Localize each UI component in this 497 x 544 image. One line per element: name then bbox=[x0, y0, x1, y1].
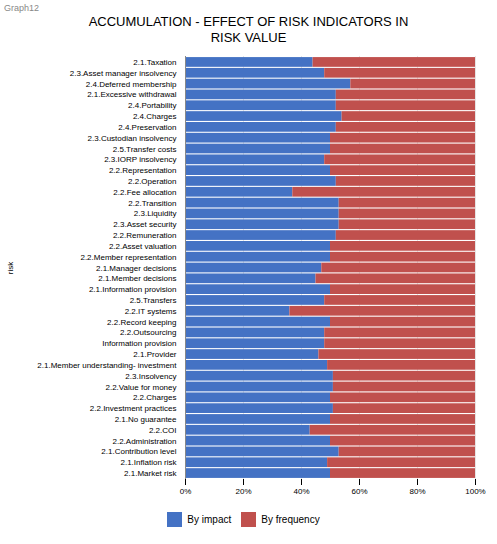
svg-text:2.2.Value for money: 2.2.Value for money bbox=[105, 383, 176, 392]
svg-text:2.2.COI: 2.2.COI bbox=[149, 426, 177, 435]
svg-text:0%: 0% bbox=[180, 487, 192, 496]
html-text:By frequency: By frequency bbox=[261, 514, 320, 525]
svg-text:2.3.Liquidity: 2.3.Liquidity bbox=[134, 209, 177, 218]
svg-text:2.1.Member understanding- inve: 2.1.Member understanding- investment bbox=[37, 361, 177, 370]
svg-text:2.1.Provider: 2.1.Provider bbox=[133, 350, 176, 359]
svg-text:100%: 100% bbox=[465, 487, 485, 496]
svg-text:2.3.Insolvency: 2.3.Insolvency bbox=[125, 372, 176, 381]
svg-text:2.2.Asset valuation: 2.2.Asset valuation bbox=[109, 242, 177, 251]
svg-text:2.1.Taxation: 2.1.Taxation bbox=[133, 58, 176, 67]
html-text:Graph12: Graph12 bbox=[4, 3, 39, 13]
svg-text:60%: 60% bbox=[351, 487, 367, 496]
svg-text:2.2.Remuneration: 2.2.Remuneration bbox=[113, 231, 177, 240]
html-text:ACCUMULATION - EFFECT OF RISK: ACCUMULATION - EFFECT OF RISK INDICATORS… bbox=[88, 14, 409, 45]
svg-text:2.2.Operation: 2.2.Operation bbox=[128, 177, 176, 186]
svg-text:Information provision: Information provision bbox=[102, 339, 176, 348]
svg-text:2.1.Market risk: 2.1.Market risk bbox=[124, 469, 177, 478]
svg-text:2.4.Charges: 2.4.Charges bbox=[133, 112, 177, 121]
svg-text:risk: risk bbox=[6, 261, 15, 274]
svg-text:2.1.Inflation risk: 2.1.Inflation risk bbox=[120, 458, 177, 467]
svg-text:20%: 20% bbox=[235, 487, 251, 496]
svg-text:2.4.Deferred membership: 2.4.Deferred membership bbox=[86, 80, 177, 89]
svg-text:2.1.No guarantee: 2.1.No guarantee bbox=[115, 415, 177, 424]
svg-text:2.2.Outsourcing: 2.2.Outsourcing bbox=[120, 328, 176, 337]
svg-text:2.2.Member representation: 2.2.Member representation bbox=[80, 253, 176, 262]
svg-text:2.3.Asset security: 2.3.Asset security bbox=[113, 220, 176, 229]
svg-text:2.2.Fee allocation: 2.2.Fee allocation bbox=[113, 188, 176, 197]
svg-text:2.2.Representation: 2.2.Representation bbox=[109, 166, 177, 175]
svg-text:2.4.Preservation: 2.4.Preservation bbox=[118, 123, 176, 132]
svg-text:2.2.Investment practices: 2.2.Investment practices bbox=[90, 404, 177, 413]
svg-text:2.2.Administration: 2.2.Administration bbox=[112, 437, 176, 446]
svg-text:2.2.Record keeping: 2.2.Record keeping bbox=[107, 318, 176, 327]
svg-text:2.1.Contribution level: 2.1.Contribution level bbox=[101, 447, 176, 456]
svg-text:2.2.Charges: 2.2.Charges bbox=[133, 393, 177, 402]
svg-text:2.3.Custodian insolvency: 2.3.Custodian insolvency bbox=[88, 134, 177, 143]
svg-text:2.4.Portability: 2.4.Portability bbox=[128, 101, 176, 110]
svg-text:2.1.Member decisions: 2.1.Member decisions bbox=[98, 274, 176, 283]
svg-text:2.3.Asset manager insolvency: 2.3.Asset manager insolvency bbox=[70, 69, 177, 78]
html-text:By impact: By impact bbox=[187, 514, 232, 525]
svg-text:2.1.Manager decisions: 2.1.Manager decisions bbox=[96, 264, 177, 273]
svg-text:2.2.IT systems: 2.2.IT systems bbox=[125, 307, 177, 316]
svg-text:2.3.IORP insolvency: 2.3.IORP insolvency bbox=[104, 155, 176, 164]
svg-text:2.5.Transfer costs: 2.5.Transfer costs bbox=[113, 145, 177, 154]
svg-text:2.1.Excessive withdrawal: 2.1.Excessive withdrawal bbox=[87, 90, 177, 99]
svg-text:2.5.Transfers: 2.5.Transfers bbox=[130, 296, 177, 305]
svg-text:40%: 40% bbox=[293, 487, 309, 496]
svg-text:80%: 80% bbox=[409, 487, 425, 496]
svg-text:2.1.Information provision: 2.1.Information provision bbox=[89, 285, 177, 294]
svg-text:2.2.Transition: 2.2.Transition bbox=[128, 199, 176, 208]
